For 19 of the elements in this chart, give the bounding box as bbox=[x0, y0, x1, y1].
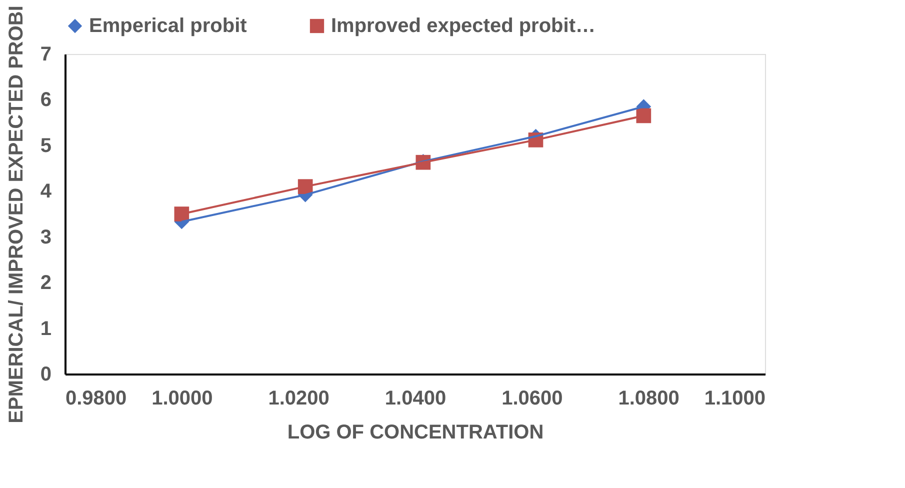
y-axis-title: EPMERICAL/ IMPROVED EXPECTED PROBI bbox=[5, 6, 28, 424]
legend-label: Improved expected probit… bbox=[331, 15, 596, 37]
y-tick-label: 7 bbox=[40, 44, 52, 66]
x-axis-title: LOG OF CONCENTRATION bbox=[287, 422, 544, 444]
y-tick-label: 5 bbox=[40, 134, 52, 157]
y-tick-label: 1 bbox=[40, 318, 52, 340]
x-tick-label: 1.0400 bbox=[384, 388, 446, 410]
x-tick-label: 1.1000 bbox=[704, 388, 766, 410]
y-tick-label: 4 bbox=[40, 180, 52, 203]
x-tick-label: 1.0200 bbox=[268, 388, 330, 410]
y-tick-label: 0 bbox=[40, 364, 52, 386]
x-tick-label: 1.0800 bbox=[618, 388, 680, 410]
x-tick-label: 1.0000 bbox=[152, 388, 213, 410]
y-tick-label: 2 bbox=[40, 272, 52, 294]
y-tick-label: 3 bbox=[40, 226, 52, 248]
x-tick-label: 1.0600 bbox=[502, 388, 563, 410]
y-tick-label: 6 bbox=[40, 89, 52, 112]
legend-label: Emperical probit bbox=[89, 15, 248, 37]
x-tick-label: 0.9800 bbox=[66, 388, 127, 410]
